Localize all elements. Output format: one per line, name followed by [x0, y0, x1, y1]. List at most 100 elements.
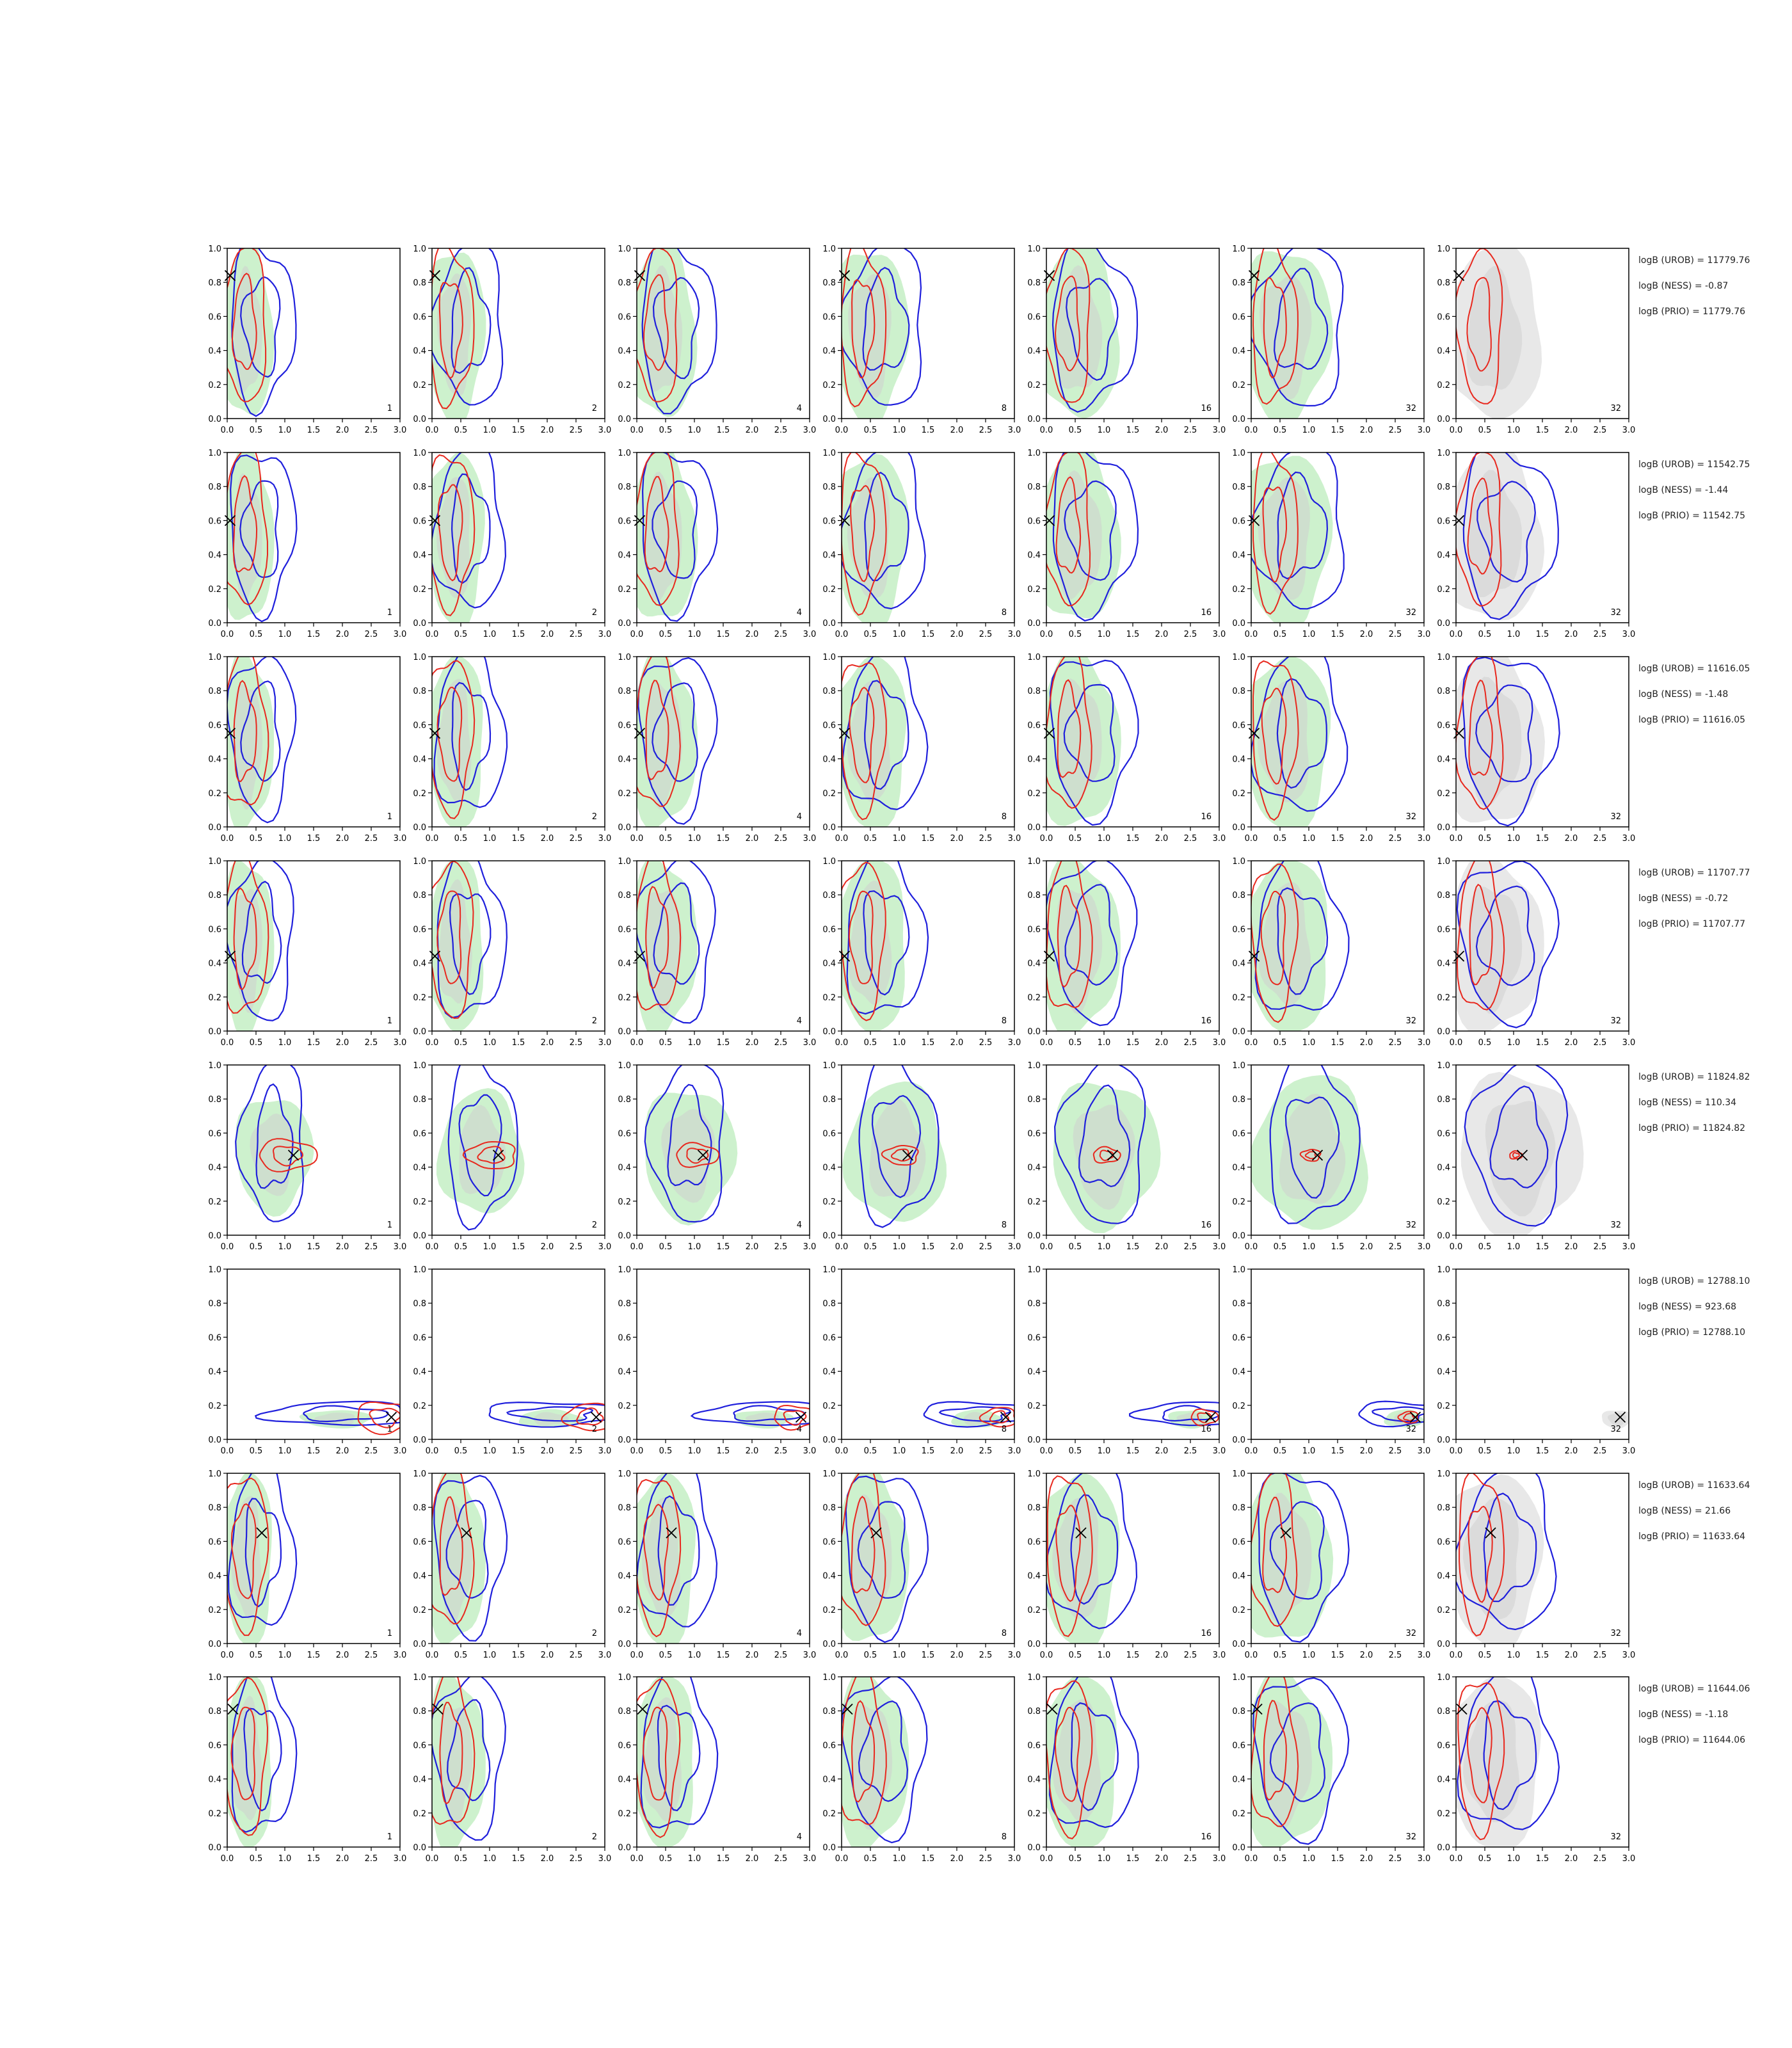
y-tick-label: 1.0 [1027, 244, 1041, 254]
y-tick-label: 1.0 [1232, 1061, 1245, 1071]
y-tick-label: 0.8 [1437, 1503, 1450, 1513]
x-tick-label: 1.0 [688, 834, 701, 844]
x-tick-label: 0.0 [1040, 1854, 1053, 1864]
truth-marker [1043, 269, 1055, 282]
y-tick-label: 0.0 [618, 1436, 631, 1445]
y-tick-label: 0.8 [208, 1299, 221, 1309]
x-tick-label: 2.0 [950, 1651, 964, 1660]
x-tick-label: 2.0 [1565, 1242, 1578, 1252]
stat-line: logB (NESS) = -0.87 [1638, 281, 1729, 291]
blue-contour-inner [451, 682, 492, 791]
x-tick-label: 0.5 [1274, 426, 1287, 435]
truth-marker [1075, 1527, 1087, 1539]
x-tick-label: 1.5 [717, 1038, 730, 1048]
red-contour-inner [1263, 277, 1287, 379]
red-contour-outer [774, 1404, 810, 1431]
x-tick-label: 2.0 [336, 1854, 349, 1864]
x-tick-label: 1.0 [1507, 426, 1521, 435]
panel-label: 8 [1002, 404, 1007, 413]
y-tick-label: 0.2 [822, 1809, 836, 1819]
x-tick-label: 3.0 [803, 1651, 817, 1660]
y-tick-label: 0.6 [208, 516, 221, 526]
truth-marker [1043, 728, 1055, 739]
blue-contour-inner [1475, 684, 1533, 783]
x-tick-label: 1.5 [1536, 1651, 1549, 1660]
y-tick-label: 0.8 [1437, 1299, 1450, 1309]
y-tick-label: 1.0 [822, 653, 836, 662]
x-tick-label: 1.0 [1507, 1854, 1521, 1864]
x-tick-label: 2.0 [541, 834, 554, 844]
blue-contour-outer [637, 1473, 718, 1628]
x-tick-label: 3.0 [803, 1446, 817, 1456]
truth-marker [461, 1527, 472, 1539]
x-tick-label: 2.5 [365, 630, 378, 639]
x-tick-label: 3.0 [1008, 1038, 1021, 1048]
red-contour-inner [849, 687, 875, 783]
y-tick-label: 0.8 [208, 891, 221, 900]
subplot-r6-c4: 0.0 0.5 1.0 1.5 2.0 2.5 3.0 0.0 0.2 0.4 0.6 0.8 1.0 1… [1027, 1469, 1226, 1660]
blue-contour-inner [1064, 480, 1117, 581]
x-tick-label: 1.0 [1098, 1038, 1111, 1048]
blue-contour-outer [432, 452, 507, 609]
x-tick-label: 3.0 [1008, 834, 1021, 844]
blue-contour-outer [1049, 659, 1139, 826]
y-tick-label: 0.0 [1027, 1640, 1041, 1649]
y-tick-label: 0.4 [413, 1368, 426, 1377]
blue-contour-inner [1070, 1702, 1119, 1811]
y-tick-label: 0.0 [822, 415, 836, 424]
y-tick-label: 0.0 [1027, 1231, 1041, 1241]
subplot-r3-c3: 0.0 0.5 1.0 1.5 2.0 2.5 3.0 0.0 0.2 0.4 0.6 0.8 1.0 8 [822, 857, 1021, 1048]
x-tick-label: 2.5 [1184, 426, 1197, 435]
red-contour-outer [1251, 863, 1299, 1023]
red-contour-outer [637, 1678, 681, 1839]
red-contour-outer [1251, 1473, 1298, 1627]
y-tick-label: 0.4 [822, 347, 836, 356]
y-tick-label: 0.0 [208, 1027, 221, 1037]
y-tick-label: 0.4 [208, 1775, 221, 1785]
density-fill-inner [643, 1697, 682, 1821]
density-fill-inner [645, 472, 682, 602]
y-tick-label: 0.8 [822, 687, 836, 696]
y-tick-label: 1.0 [1232, 244, 1245, 254]
y-tick-label: 0.2 [1232, 1606, 1245, 1615]
blue-contour-inner [1269, 1702, 1326, 1802]
subplot-r6-c3: 0.0 0.5 1.0 1.5 2.0 2.5 3.0 0.0 0.2 0.4 0.6 0.8 1.0 8 [822, 1469, 1021, 1660]
y-tick-label: 0.6 [618, 1741, 631, 1750]
x-tick-label: 3.0 [1213, 1854, 1226, 1864]
x-tick-label: 1.5 [1126, 630, 1140, 639]
x-tick-label: 3.0 [1418, 1242, 1431, 1252]
x-tick-label: 2.0 [746, 630, 759, 639]
y-tick-label: 0.2 [1027, 1402, 1041, 1411]
x-tick-label: 1.0 [1507, 1242, 1521, 1252]
x-tick-label: 2.0 [1360, 834, 1373, 844]
x-tick-label: 0.0 [630, 1242, 644, 1252]
x-tick-label: 3.0 [803, 1038, 817, 1048]
y-tick-label: 0.2 [1437, 1606, 1450, 1615]
y-tick-label: 1.0 [1232, 1265, 1245, 1275]
blue-contour-inner [652, 276, 700, 380]
y-tick-label: 0.8 [208, 483, 221, 492]
subplot-r3-c5: 0.0 0.5 1.0 1.5 2.0 2.5 3.0 0.0 0.2 0.4 0.6 0.8 1.0 3… [1232, 857, 1430, 1048]
truth-marker [838, 269, 851, 282]
blue-contour-inner [240, 680, 281, 782]
y-tick-label: 1.0 [1027, 449, 1041, 458]
blue-contour-inner [862, 266, 910, 371]
panel-label: 16 [1201, 1425, 1212, 1434]
subplot-r1-c5: 0.0 0.5 1.0 1.5 2.0 2.5 3.0 0.0 0.2 0.4 0.6 0.8 1.0 3… [1232, 449, 1430, 639]
y-tick-label: 0.0 [822, 1843, 836, 1853]
x-tick-label: 1.0 [278, 1242, 292, 1252]
y-tick-label: 0.2 [822, 993, 836, 1003]
y-tick-label: 1.0 [1437, 449, 1450, 458]
x-tick-label: 2.0 [1565, 1038, 1578, 1048]
x-tick-label: 3.0 [598, 1651, 612, 1660]
truth-marker [1043, 950, 1055, 962]
x-tick-label: 1.5 [1331, 1242, 1345, 1252]
y-tick-label: 0.6 [413, 1333, 426, 1343]
y-tick-label: 0.2 [1232, 993, 1245, 1003]
x-tick-label: 3.0 [1008, 1446, 1021, 1456]
y-tick-label: 0.0 [1232, 415, 1245, 424]
x-tick-label: 0.0 [1040, 1651, 1053, 1660]
y-tick-label: 0.2 [1437, 993, 1450, 1003]
x-tick-label: 0.5 [1069, 1854, 1082, 1864]
subplot-r4-c4: 0.0 0.5 1.0 1.5 2.0 2.5 3.0 0.0 0.2 0.4 0.6 0.8 1.0 1… [1027, 1061, 1226, 1252]
